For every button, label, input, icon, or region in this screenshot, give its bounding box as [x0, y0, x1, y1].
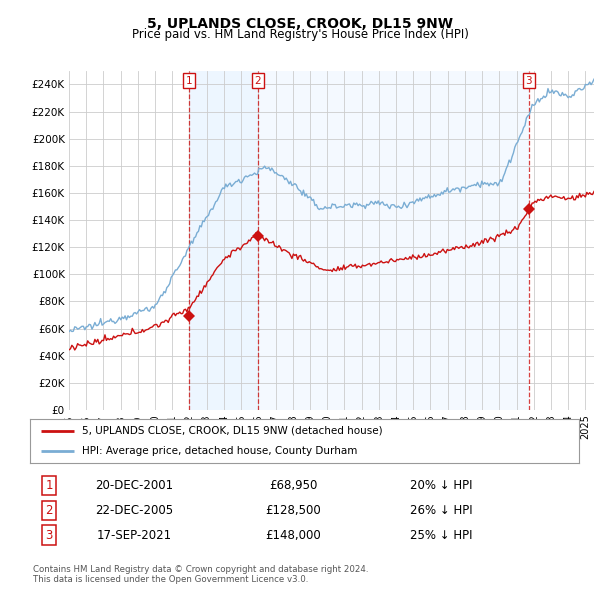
- Text: 20-DEC-2001: 20-DEC-2001: [95, 479, 173, 492]
- Text: £128,500: £128,500: [266, 504, 322, 517]
- Text: 17-SEP-2021: 17-SEP-2021: [97, 529, 172, 542]
- Text: Price paid vs. HM Land Registry's House Price Index (HPI): Price paid vs. HM Land Registry's House …: [131, 28, 469, 41]
- Text: 5, UPLANDS CLOSE, CROOK, DL15 9NW (detached house): 5, UPLANDS CLOSE, CROOK, DL15 9NW (detac…: [82, 426, 383, 436]
- Text: 3: 3: [526, 76, 532, 86]
- Text: 22-DEC-2005: 22-DEC-2005: [95, 504, 173, 517]
- Text: 1: 1: [46, 479, 53, 492]
- Text: £148,000: £148,000: [266, 529, 322, 542]
- Text: 25% ↓ HPI: 25% ↓ HPI: [410, 529, 473, 542]
- Bar: [189, 71, 258, 410]
- Bar: [258, 71, 529, 410]
- Text: 26% ↓ HPI: 26% ↓ HPI: [410, 504, 473, 517]
- Text: £68,950: £68,950: [269, 479, 318, 492]
- Text: 5, UPLANDS CLOSE, CROOK, DL15 9NW: 5, UPLANDS CLOSE, CROOK, DL15 9NW: [147, 17, 453, 31]
- Text: Contains HM Land Registry data © Crown copyright and database right 2024.
This d: Contains HM Land Registry data © Crown c…: [33, 565, 368, 584]
- Text: 2: 2: [254, 76, 261, 86]
- Text: HPI: Average price, detached house, County Durham: HPI: Average price, detached house, Coun…: [82, 446, 358, 456]
- Text: 2: 2: [46, 504, 53, 517]
- Text: 20% ↓ HPI: 20% ↓ HPI: [410, 479, 473, 492]
- Text: 1: 1: [185, 76, 192, 86]
- Text: 3: 3: [46, 529, 53, 542]
